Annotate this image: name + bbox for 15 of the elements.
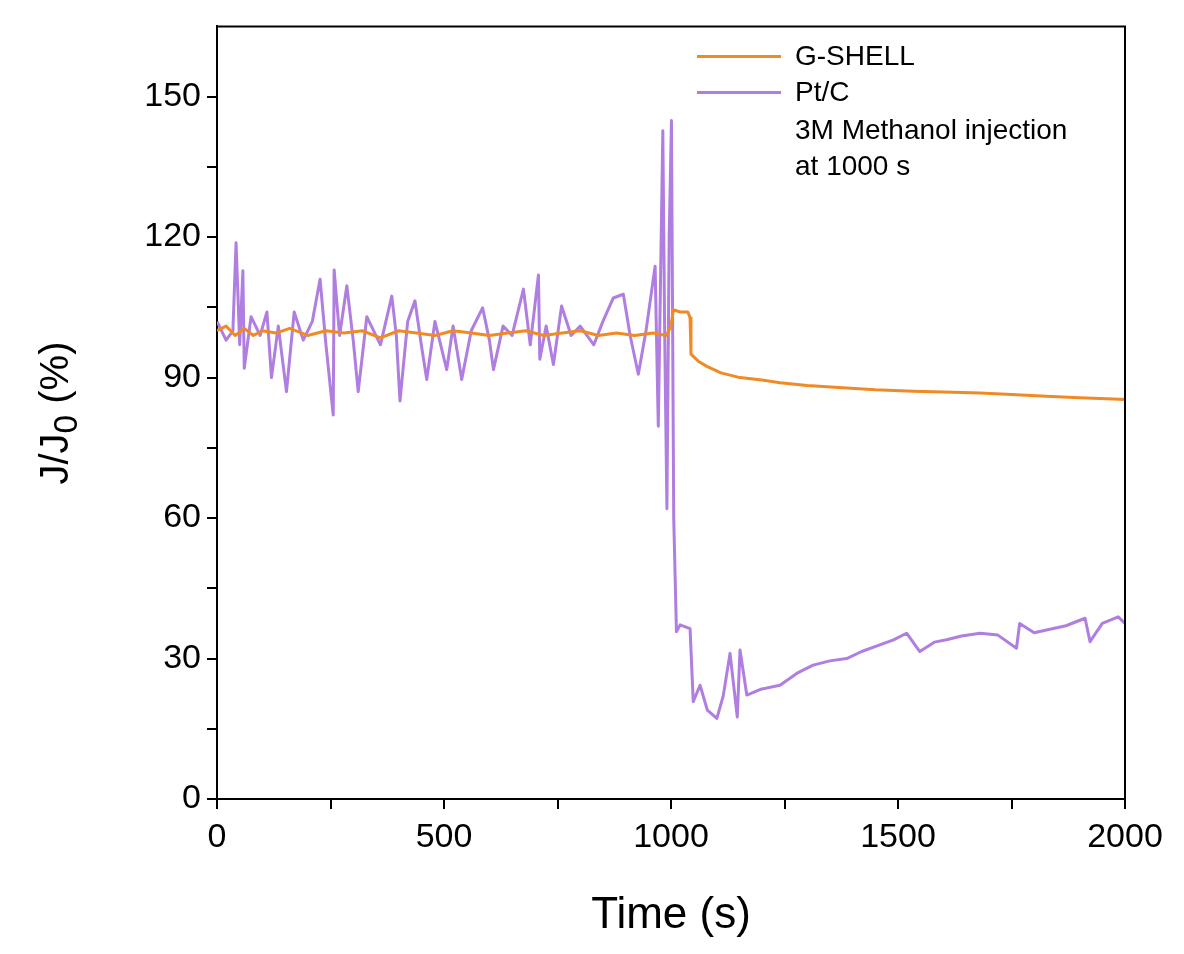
x-tick-label: 1000 <box>633 815 709 854</box>
x-tick-label: 0 <box>207 815 227 854</box>
y-tick-label: 0 <box>182 777 201 816</box>
x-tick-label: 1500 <box>860 815 936 854</box>
legend-label: G-SHELL <box>795 40 915 73</box>
y-tick-label: 90 <box>163 355 201 394</box>
annotation: 3M Methanol injection at 1000 s <box>795 113 1069 184</box>
y-tick-label: 150 <box>144 75 201 114</box>
x-tick-label: 500 <box>415 815 473 854</box>
y-tick-label: 60 <box>163 496 201 535</box>
x-axis-title: Time (s) <box>591 887 751 937</box>
x-tick-label: 2000 <box>1087 815 1163 854</box>
legend-label: Pt/C <box>795 76 850 109</box>
y-tick-label: 120 <box>144 215 201 254</box>
y-tick-label: 30 <box>163 636 201 675</box>
